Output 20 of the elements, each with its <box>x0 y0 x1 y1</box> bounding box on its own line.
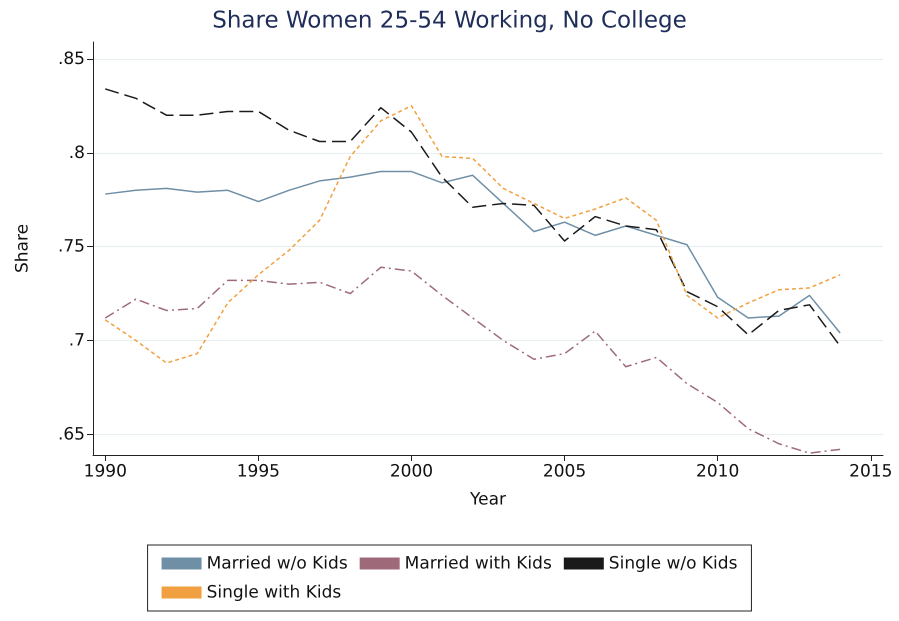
y-tick-label: .75 <box>58 236 85 257</box>
chart-title: Share Women 25-54 Working, No College <box>212 8 687 34</box>
line-series <box>104 170 841 334</box>
x-axis-title: Year <box>469 490 506 510</box>
legend-label: Married w/o Kids <box>206 554 348 574</box>
x-tick-label: 2015 <box>849 462 892 482</box>
legend-label: Single w/o Kids <box>608 554 738 574</box>
y-tick-label: .7 <box>68 330 85 350</box>
y-tick-label: .8 <box>68 142 85 163</box>
legend-label: Married with Kids <box>404 554 552 574</box>
y-axis-title: Share <box>12 224 32 274</box>
legend-label: Single with Kids <box>206 582 342 602</box>
x-tick-label: 2010 <box>696 462 740 482</box>
line-series <box>104 266 841 454</box>
x-tick-label: 2000 <box>390 462 434 482</box>
x-tick-label: 1990 <box>84 462 127 482</box>
x-tick-label: 1995 <box>236 462 280 482</box>
x-tick-label: 2005 <box>542 462 586 482</box>
y-tick-label: .85 <box>58 48 85 69</box>
y-tick-label: .65 <box>58 424 85 444</box>
